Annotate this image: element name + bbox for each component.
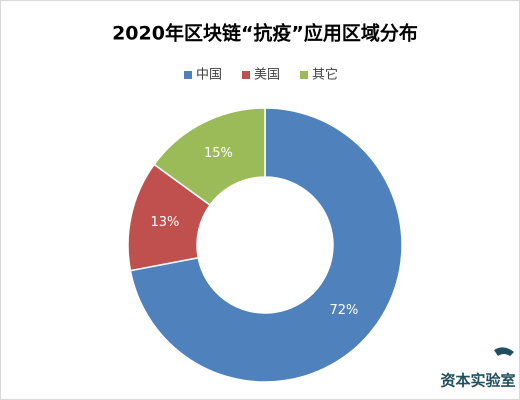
legend-label: 美国 xyxy=(254,68,280,83)
chart-title: 2020年区块链“抗疫”应用区域分布 xyxy=(112,22,418,45)
watermark: 资本实验室 xyxy=(440,372,515,390)
data-label: 72% xyxy=(330,303,359,318)
legend-swatch xyxy=(184,71,192,79)
legend-label: 中国 xyxy=(196,68,222,83)
donut-slice xyxy=(129,107,403,383)
legend-label: 其它 xyxy=(312,67,338,83)
data-label: 13% xyxy=(151,215,180,230)
data-label: 15% xyxy=(204,146,233,161)
donut-slice xyxy=(153,107,266,207)
watermark-icon xyxy=(494,347,514,356)
legend-swatch xyxy=(300,71,308,79)
legend-swatch xyxy=(242,71,250,79)
